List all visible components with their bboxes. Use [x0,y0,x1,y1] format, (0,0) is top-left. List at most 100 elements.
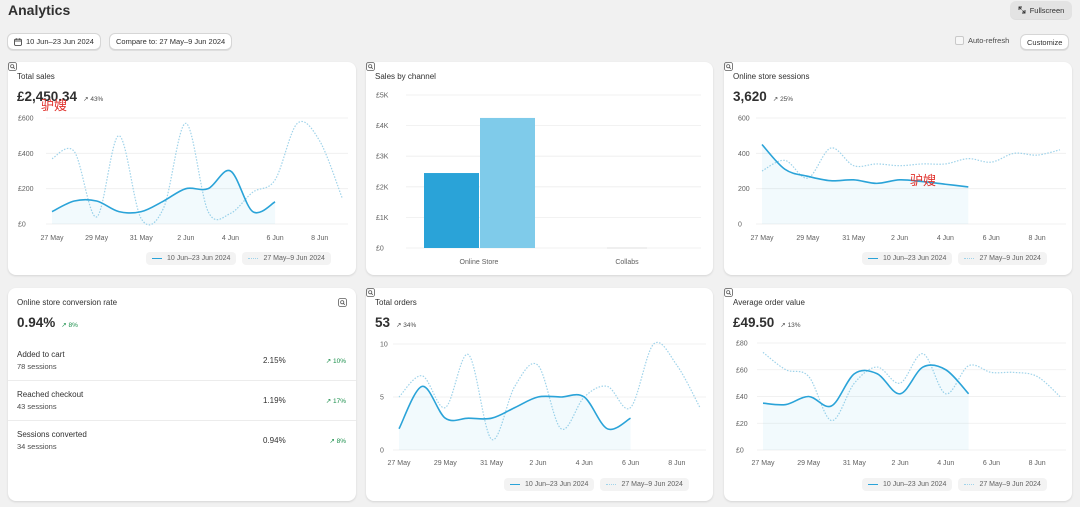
expand-icon [1018,6,1026,14]
explore-icon[interactable] [724,288,733,297]
y-tick-label: £5K [376,93,389,100]
metric: £49.50 ↗ 13% [733,315,801,330]
x-tick-label: 27 May [41,235,64,242]
metric-value: 53 [375,315,391,330]
explore-icon[interactable] [8,62,17,71]
y-tick-label: £40 [736,394,748,401]
y-tick-label: £0 [376,246,384,253]
total-orders-chart: 0 5 10 27 May 29 May 31 May 2 Jun 4 Jun 6 Jun 8 J… [380,341,706,467]
chart-legend: 10 Jun–23 Jun 2024 27 May–9 Jun 2024 [862,252,1047,265]
metric-value: 3,620 [733,89,767,104]
conversion-row: Reached checkout 43 sessions 1.19% ↗ 17% [8,380,356,420]
y-tick-label: £600 [18,116,34,123]
series-previous-line [51,120,343,226]
auto-refresh-toggle[interactable]: Auto-refresh [955,36,1009,45]
sessions-chart: 0 200 400 600 27 May 29 May 31 May 2 Jun 4 Jun 6 … [738,116,1066,242]
y-tick-label: £80 [736,341,748,348]
sales-by-channel-chart: £0 £1K £2K £3K £4K £5K Online Store Collabs [376,93,701,266]
x-tick-label: 31 May [843,460,866,467]
legend-current[interactable]: 10 Jun–23 Jun 2024 [504,478,595,491]
card-title: Total orders [375,298,417,307]
x-tick-label: 8 Jun [1029,235,1046,242]
row-rate: 0.94% [263,436,286,445]
series-current-line [51,169,276,214]
row-change: ↗ 8% [329,438,346,445]
y-tick-label: £1K [376,215,389,222]
chart-legend: 10 Jun–23 Jun 2024 27 May–9 Jun 2024 [504,478,689,491]
total-sales-card: Total sales £2,450.34 ↗ 43% £0 £200 £400 £6… [8,62,356,275]
auto-refresh-checkbox[interactable] [955,36,964,45]
series-previous-line [398,341,701,441]
page-title: Analytics [8,2,71,18]
legend-current[interactable]: 10 Jun–23 Jun 2024 [146,252,237,265]
date-range-button[interactable]: 10 Jun–23 Jun 2024 [7,33,101,50]
metric-value: 0.94% [17,315,56,330]
explore-icon[interactable] [366,288,375,297]
total-sales-chart: £0 £200 £400 £600 27 May 29 May 31 May 2 Jun 4 J… [18,116,348,242]
explore-icon[interactable] [724,62,733,71]
y-tick-label: £20 [736,421,748,428]
customize-label: Customize [1027,37,1063,47]
series-current-area [762,144,969,224]
metric-value: £49.50 [733,315,775,330]
x-tick-label: 29 May [797,460,820,467]
legend-previous[interactable]: 27 May–9 Jun 2024 [242,252,331,265]
y-tick-label: £60 [736,367,748,374]
y-tick-label: 5 [380,395,384,402]
sales-by-channel-card: Sales by channel £0 £1K £2K £3K £4K £5K Online… [366,62,713,275]
x-tick-label: 6 Jun [267,235,284,242]
x-tick-label: 31 May [480,460,503,467]
x-tick-label: 29 May [85,235,108,242]
sessions-card: Online store sessions 3,620 ↗ 25% 0 200 40… [724,62,1072,275]
metric-change: ↗ 8% [61,322,78,329]
row-rate: 2.15% [263,356,286,365]
x-tick-label: 4 Jun [937,235,954,242]
legend-previous[interactable]: 27 May–9 Jun 2024 [958,252,1047,265]
legend-previous[interactable]: 27 May–9 Jun 2024 [958,478,1047,491]
fullscreen-button[interactable]: Fullscreen [1010,1,1072,19]
series-previous-line [762,351,1061,422]
x-tick-label: 2 Jun [891,235,908,242]
legend-previous[interactable]: 27 May–9 Jun 2024 [600,478,689,491]
metric-change: ↗ 25% [772,96,794,103]
metric: 3,620 ↗ 25% [733,89,793,104]
row-sessions: 34 sessions [17,442,57,451]
customize-button[interactable]: Customize [1020,34,1070,50]
row-label: Sessions converted [17,430,87,439]
metric-change: ↗ 34% [396,322,417,329]
x-tick-label: 31 May [130,235,153,242]
y-tick-label: 0 [380,448,384,455]
fullscreen-label: Fullscreen [1029,5,1065,15]
chart-legend: 10 Jun–23 Jun 2024 27 May–9 Jun 2024 [862,478,1047,491]
y-tick-label: 400 [738,151,750,158]
legend-current[interactable]: 10 Jun–23 Jun 2024 [862,478,953,491]
bar-current [424,173,479,248]
y-tick-label: £0 [736,448,744,455]
explore-icon[interactable] [366,62,375,71]
y-tick-label: £2K [376,184,389,191]
x-tick-label: 2 Jun [177,235,194,242]
row-rate: 1.19% [263,396,286,405]
explore-icon[interactable] [338,298,347,307]
x-tick-label: 4 Jun [222,235,239,242]
card-title: Average order value [733,298,805,307]
y-tick-label: 600 [738,116,750,123]
bar-previous [480,117,535,248]
metric: 0.94% ↗ 8% [17,315,78,330]
compare-button[interactable]: Compare to: 27 May–9 Jun 2024 [109,33,233,50]
conversion-card: Online store conversion rate 0.94% ↗ 8% … [8,288,356,501]
row-sessions: 78 sessions [17,362,57,371]
legend-current[interactable]: 10 Jun–23 Jun 2024 [862,252,953,265]
category-label: Online Store [460,259,499,266]
x-tick-label: 31 May [842,235,865,242]
y-tick-label: £400 [18,151,34,158]
x-tick-label: 27 May [751,235,774,242]
x-tick-label: 29 May [434,460,457,467]
row-change: ↗ 17% [325,398,346,405]
series-current-line [762,364,970,408]
card-title: Online store sessions [733,72,810,81]
x-tick-label: 8 Jun [311,235,328,242]
calendar-icon [14,37,22,46]
date-range-label: 10 Jun–23 Jun 2024 [26,37,94,46]
y-tick-label: £200 [18,186,34,193]
